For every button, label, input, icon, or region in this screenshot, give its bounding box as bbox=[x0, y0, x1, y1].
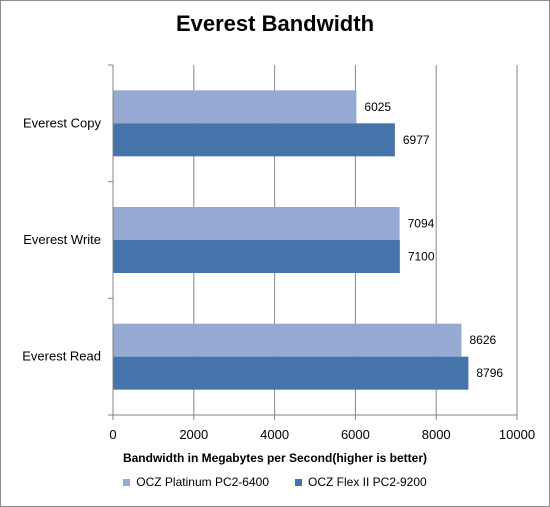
category-label-3: Everest Read bbox=[22, 349, 101, 364]
x-tick-label-1: 2000 bbox=[179, 427, 208, 442]
x-tick-label-5: 10000 bbox=[499, 427, 535, 442]
legend-item-series-2: OCZ Flex II PC2-9200 bbox=[295, 475, 427, 489]
bar-1-series-1 bbox=[113, 90, 357, 124]
bar-2-series-2 bbox=[113, 240, 400, 273]
legend-swatch-series-1 bbox=[123, 478, 131, 486]
x-tick-label-2: 4000 bbox=[260, 427, 289, 442]
category-label-1: Everest Copy bbox=[23, 115, 102, 130]
x-tick-label-3: 6000 bbox=[341, 427, 370, 442]
legend-label-series-2: OCZ Flex II PC2-9200 bbox=[308, 475, 427, 489]
chart-title: Everest Bandwidth bbox=[175, 11, 375, 36]
data-label-1-series-2: 6977 bbox=[403, 133, 430, 147]
data-label-2-series-1: 7094 bbox=[408, 217, 435, 231]
bar-2-series-1 bbox=[113, 207, 400, 240]
bar-1-series-2 bbox=[113, 123, 395, 157]
legend-swatch-series-2 bbox=[295, 478, 302, 486]
category-label-2: Everest Write bbox=[23, 232, 101, 247]
legend-label-series-1: OCZ Platinum PC2-6400 bbox=[136, 475, 269, 489]
bar-3-series-2 bbox=[113, 356, 469, 390]
x-axis-title: Bandwidth in Megabytes per Second(higher… bbox=[122, 451, 428, 465]
data-label-2-series-2: 7100 bbox=[408, 250, 435, 264]
data-label-3-series-2: 8796 bbox=[476, 366, 503, 380]
data-label-3-series-1: 8626 bbox=[469, 333, 496, 347]
x-tick-label-4: 8000 bbox=[422, 427, 451, 442]
legend: OCZ Platinum PC2-6400 OCZ Flex II PC2-92… bbox=[1, 475, 549, 489]
legend-item-series-1: OCZ Platinum PC2-6400 bbox=[123, 475, 269, 489]
bar-3-series-1 bbox=[113, 323, 462, 357]
x-tick-label-0: 0 bbox=[109, 427, 116, 442]
data-label-1-series-1: 6025 bbox=[364, 100, 391, 114]
